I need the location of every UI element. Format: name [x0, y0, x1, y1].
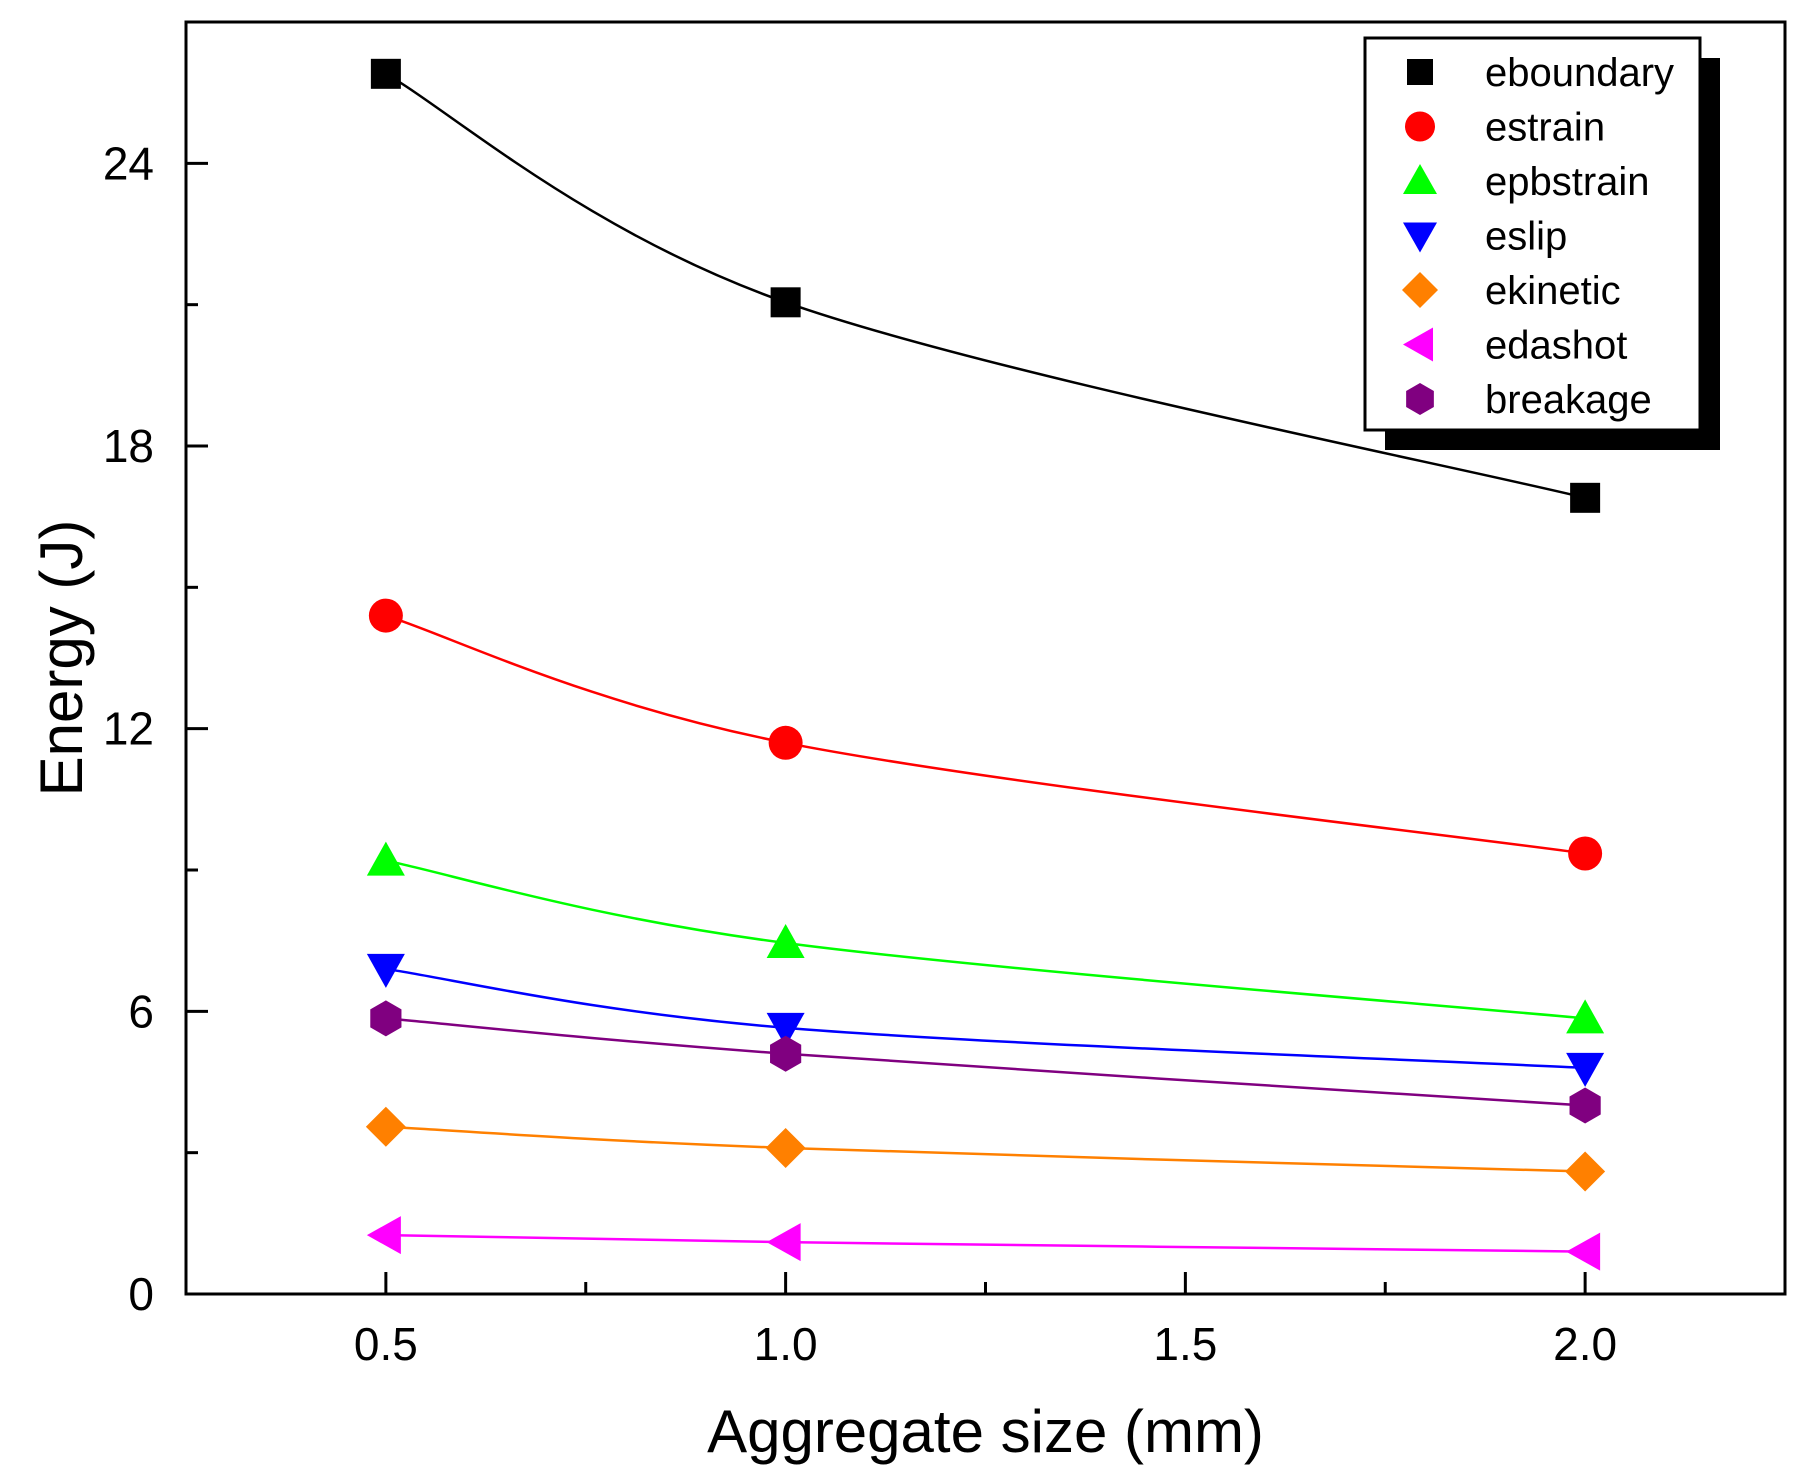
data-point-epbstrain — [1566, 999, 1605, 1034]
legend-label-eboundary: eboundary — [1485, 51, 1674, 95]
series-line-edashot — [385, 1233, 1586, 1253]
legend-label-eslip: eslip — [1485, 215, 1567, 259]
series-line-eslip — [385, 967, 1586, 1070]
x-tick-label: 0.5 — [354, 1318, 418, 1370]
legend-marker-ekinetic — [1402, 272, 1438, 308]
series-line-estrain — [385, 614, 1586, 855]
y-tick-label: 0 — [128, 1268, 154, 1320]
data-point-breakage — [770, 1035, 802, 1072]
series-line-eboundary — [385, 72, 1586, 500]
series-markers — [365, 58, 1606, 1271]
x-axis-title: Aggregate size (mm) — [707, 1398, 1264, 1465]
data-point-ekinetic — [765, 1127, 806, 1168]
data-point-ekinetic — [365, 1106, 406, 1147]
series-line-epbstrain — [385, 859, 1586, 1020]
legend-label-estrain: estrain — [1485, 106, 1605, 150]
legend-marker-edashot — [1403, 327, 1433, 362]
axis-tick-labels: 0.5 1.0 1.5 2.0 0 6 12 18 24 — [103, 137, 1617, 1370]
x-tick-label: 1.0 — [754, 1318, 818, 1370]
data-point-breakage — [370, 1000, 402, 1037]
data-point-edashot — [1566, 1232, 1601, 1271]
y-tick-label: 24 — [103, 137, 154, 189]
y-tick-label: 12 — [103, 703, 154, 755]
series-line-ekinetic — [385, 1125, 1586, 1173]
y-axis-title: Energy (J) — [28, 520, 95, 797]
legend-label-ekinetic: ekinetic — [1485, 269, 1621, 313]
data-point-estrain — [368, 598, 403, 633]
x-tick-label: 1.5 — [1153, 1318, 1217, 1370]
legend-label-breakage: breakage — [1485, 378, 1652, 422]
data-point-edashot — [366, 1216, 401, 1255]
legend-label-epbstrain: epbstrain — [1485, 160, 1650, 204]
y-tick-label: 18 — [103, 420, 154, 472]
data-point-ekinetic — [1565, 1151, 1606, 1192]
data-point-eboundary — [770, 287, 801, 318]
data-point-epbstrain — [766, 924, 805, 959]
legend-marker-epbstrain — [1403, 164, 1437, 194]
data-point-epbstrain — [366, 841, 405, 876]
data-point-eslip — [766, 1012, 805, 1047]
data-point-estrain — [1568, 836, 1603, 871]
data-point-estrain — [768, 725, 803, 760]
data-point-eboundary — [370, 58, 401, 89]
y-tick-label: 6 — [128, 985, 154, 1037]
legend-marker-estrain — [1405, 111, 1435, 142]
series-line-breakage — [385, 1017, 1586, 1107]
legend-label-edashot: edashot — [1485, 324, 1627, 368]
data-point-eslip — [366, 953, 405, 988]
legend-marker-eboundary — [1407, 59, 1433, 85]
axis-ticks — [186, 161, 1587, 1296]
series-lines — [385, 72, 1586, 1253]
legend-entries: eboundary estrain epbstrain eslip ekinetic ed… — [1402, 51, 1674, 422]
data-point-edashot — [766, 1223, 801, 1262]
legend: eboundary estrain epbstrain eslip ekinetic ed… — [1363, 36, 1720, 450]
legend-marker-eslip — [1403, 222, 1437, 253]
data-point-eslip — [1566, 1052, 1605, 1087]
legend-marker-breakage — [1406, 383, 1434, 415]
data-point-breakage — [1569, 1087, 1601, 1124]
data-point-eboundary — [1570, 482, 1601, 513]
x-tick-label: 2.0 — [1553, 1318, 1617, 1370]
